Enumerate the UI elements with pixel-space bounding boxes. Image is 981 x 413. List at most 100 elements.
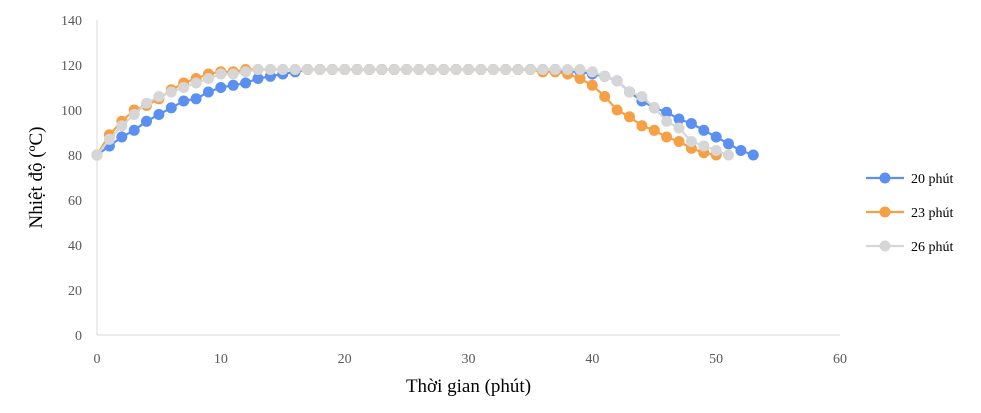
data-point	[215, 68, 227, 80]
data-point	[302, 64, 313, 75]
data-point	[165, 86, 177, 98]
data-point	[673, 113, 685, 125]
data-point	[661, 106, 673, 118]
data-point	[723, 149, 734, 161]
data-point	[685, 136, 697, 147]
data-point	[202, 73, 214, 84]
data-point	[636, 120, 648, 132]
data-point	[723, 138, 734, 150]
data-point	[339, 64, 351, 75]
data-point	[141, 115, 152, 127]
data-point	[388, 64, 400, 75]
x-tick-label: 30	[462, 352, 476, 367]
data-point	[190, 77, 202, 89]
data-point	[326, 64, 338, 75]
data-point	[624, 86, 635, 98]
data-point	[586, 79, 598, 91]
data-point	[252, 64, 264, 75]
data-point	[463, 64, 474, 75]
data-point	[376, 64, 388, 75]
y-axis-title: Nhiệt độ (ºC)	[26, 127, 47, 229]
data-point	[661, 115, 673, 127]
data-point	[673, 136, 685, 147]
data-point	[153, 109, 165, 120]
data-point	[710, 145, 722, 156]
data-point	[413, 64, 425, 75]
data-point	[165, 102, 177, 114]
legend-label: 26 phút	[911, 240, 954, 255]
data-point	[537, 64, 549, 75]
data-point	[648, 124, 660, 136]
data-point	[512, 64, 524, 75]
data-point	[252, 73, 264, 84]
y-tick-label: 0	[75, 329, 82, 344]
data-point	[500, 64, 512, 75]
x-tick-label: 10	[214, 352, 228, 367]
legend-marker	[879, 206, 891, 218]
data-point	[611, 75, 623, 87]
legend-item: 20 phút	[866, 172, 954, 187]
data-point	[128, 109, 140, 120]
data-point	[116, 131, 128, 143]
data-point	[599, 70, 611, 82]
data-point	[153, 91, 165, 102]
data-point	[611, 104, 623, 116]
data-point	[599, 91, 611, 102]
data-point	[685, 118, 697, 129]
legend-marker	[879, 172, 891, 184]
data-point	[562, 64, 574, 75]
data-point	[190, 93, 202, 105]
data-point	[450, 64, 462, 75]
x-tick-label: 50	[709, 352, 723, 367]
data-point	[351, 64, 363, 75]
data-point	[289, 64, 301, 75]
legend-label: 20 phút	[911, 172, 954, 187]
y-tick-label: 100	[61, 104, 82, 119]
data-point	[91, 149, 103, 161]
data-point	[128, 124, 140, 136]
data-point	[661, 131, 673, 143]
data-point	[277, 64, 289, 75]
data-point	[574, 73, 586, 84]
data-point	[586, 66, 598, 78]
data-point	[624, 111, 635, 123]
legend-item: 26 phút	[866, 240, 954, 255]
data-point	[673, 122, 685, 134]
y-tick-label: 20	[68, 284, 82, 299]
x-tick-label: 20	[338, 352, 352, 367]
data-point	[574, 64, 586, 75]
series-line	[96, 68, 729, 157]
data-point	[487, 64, 499, 75]
y-tick-label: 140	[61, 14, 82, 29]
x-tick-labels: 0 10 20 30 40 50 60	[94, 352, 848, 367]
data-point	[549, 64, 561, 75]
data-point	[202, 86, 214, 98]
data-point	[215, 82, 227, 93]
data-point	[240, 66, 252, 78]
data-point	[636, 91, 648, 102]
data-point	[524, 64, 536, 75]
data-point	[698, 124, 710, 136]
data-point	[698, 140, 710, 152]
data-point	[178, 95, 190, 107]
data-point	[735, 145, 747, 156]
plot-area: 0 20 40 60 80 100 120 140 0 10 20 30 40 50 60	[61, 14, 847, 367]
x-tick-label: 60	[833, 352, 847, 367]
y-tick-label: 40	[68, 239, 82, 254]
y-tick-labels: 0 20 40 60 80 100 120 140	[61, 14, 82, 344]
series-layer	[91, 64, 759, 161]
data-point	[227, 79, 239, 91]
x-axis-title: Thời gian (phút)	[406, 376, 531, 397]
data-point	[240, 77, 252, 89]
data-point	[264, 64, 276, 75]
series-2	[91, 64, 722, 161]
y-tick-label: 60	[68, 194, 82, 209]
data-point	[438, 64, 450, 75]
data-point	[116, 120, 128, 132]
data-point	[227, 68, 239, 80]
data-point	[401, 64, 413, 75]
data-point	[710, 131, 722, 143]
data-point	[747, 149, 759, 161]
